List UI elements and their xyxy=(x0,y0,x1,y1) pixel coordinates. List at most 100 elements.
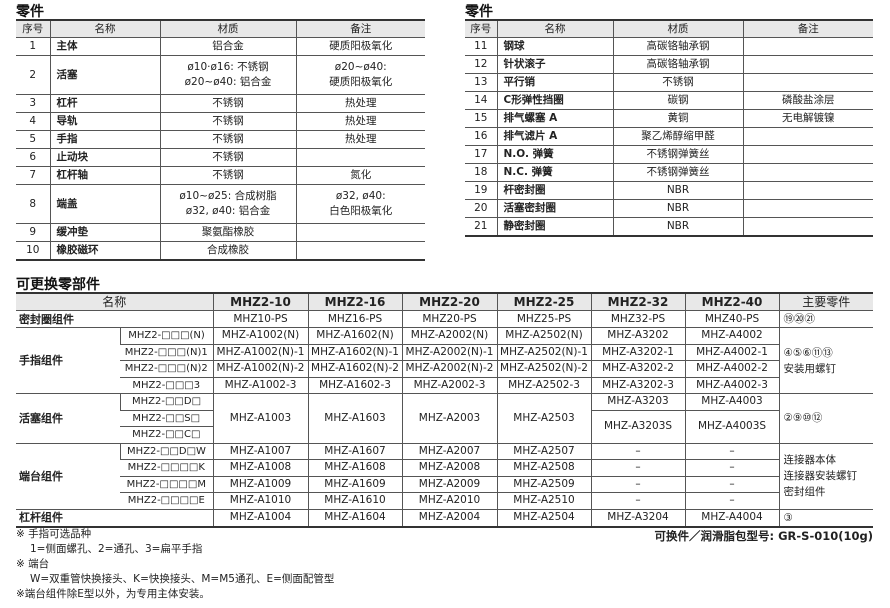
part-number: 9 xyxy=(16,223,50,242)
part-note xyxy=(742,163,873,182)
part-code: MHZ-A1609 xyxy=(307,476,403,493)
part-code: MHZ-A2007 xyxy=(401,443,498,460)
grease-pack-note: 可换件／润滑脂包型号: GR-S-010(10g) xyxy=(654,529,873,543)
main-parts: ④⑤⑥⑪⑬ 安装用螺钉 xyxy=(778,327,874,394)
part-number: 8 xyxy=(16,184,50,224)
note-finger-options-detail: 1=侧面螺孔、2=通孔、3=扁平手指 xyxy=(30,543,203,555)
part-number: 1 xyxy=(16,37,50,56)
row-piston-assembly: MHZ2-□□S□ MHZ-A3203S MHZ-A4003S xyxy=(16,410,873,444)
part-material: 聚乙烯醇缩甲醛 xyxy=(612,127,743,146)
part-code: MHZ-A1002(N)-1 xyxy=(212,344,309,361)
part-name: 排气螺塞 A xyxy=(496,109,613,128)
main-parts: 连接器本体 连接器安装螺钉 密封组件 xyxy=(778,443,874,510)
table-row: 19 杆密封圈 NBR xyxy=(465,181,873,200)
part-code: MHZ-A1009 xyxy=(212,476,309,493)
part-code: MHZ-A4002-1 xyxy=(684,344,780,361)
part-code: MHZ-A1602(N)-1 xyxy=(307,344,403,361)
part-material: 高碳铬轴承钢 xyxy=(612,55,743,74)
part-material: NBR xyxy=(612,199,743,218)
part-code: – xyxy=(590,443,686,460)
table-row: 21 静密封圈 NBR xyxy=(465,217,873,237)
main-parts: ②⑨⑩⑫ xyxy=(778,393,874,444)
header-note: 备注 xyxy=(742,19,873,38)
header-row: 序号 名称 材质 备注 xyxy=(465,19,873,38)
part-code: MHZ-A2002(N) xyxy=(401,327,498,345)
part-number: 5 xyxy=(16,130,50,149)
part-code: MHZ-A1004 xyxy=(212,509,309,528)
part-note: ø32, ø40: 白色阳极氧化 xyxy=(295,184,425,224)
part-code: MHZ-A4004 xyxy=(684,509,780,528)
table-row: 8 端盖 ø10~ø25: 合成树脂 ø32, ø40: 铝合金 ø32, ø40: … xyxy=(16,184,425,224)
part-note xyxy=(742,127,873,146)
table-row: 13 平行销 不锈钢 xyxy=(465,73,873,92)
part-code: MHZ-A1608 xyxy=(307,459,403,477)
part-material: 高碳铬轴承钢 xyxy=(612,37,743,56)
part-code: MHZ-A2502(N)-1 xyxy=(496,344,592,361)
part-number: 4 xyxy=(16,112,50,131)
part-code: – xyxy=(590,476,686,493)
model-variant: MHZ2-□□□(N)1 xyxy=(120,344,214,361)
part-number: 17 xyxy=(465,145,497,164)
part-name: 缓冲垫 xyxy=(49,223,160,242)
part-code: MHZ-A2002-3 xyxy=(401,377,498,394)
part-note xyxy=(742,73,873,92)
part-material: 不锈钢 xyxy=(159,166,296,185)
parts-left-title: 零件 xyxy=(16,4,44,20)
table-row: 10 橡胶磁环 合成橡胶 xyxy=(16,241,425,261)
part-number: 3 xyxy=(16,94,50,113)
part-note xyxy=(295,223,425,242)
part-code: MHZ20-PS xyxy=(401,310,498,328)
table-row: 12 针状滚子 高碳铬轴承钢 xyxy=(465,55,873,74)
part-code: MHZ-A3203S xyxy=(590,410,686,444)
part-number: 21 xyxy=(465,217,497,237)
part-code: MHZ-A2508 xyxy=(496,459,592,477)
part-note xyxy=(295,241,425,261)
row-end-port-assembly: MHZ2-□□□□M MHZ-A1009 MHZ-A1609 MHZ-A2009 MHZ… xyxy=(16,476,873,493)
part-material: NBR xyxy=(612,181,743,200)
part-code: MHZ40-PS xyxy=(684,310,780,328)
part-material: ø10~ø25: 合成树脂 ø32, ø40: 铝合金 xyxy=(159,184,296,224)
model-variant: MHZ2-□□D□W xyxy=(119,443,214,460)
part-material: NBR xyxy=(612,217,743,237)
piston-assembly-name: 活塞组件 xyxy=(16,393,120,444)
model-variant: MHZ2-□□□□M xyxy=(120,476,214,493)
part-name: 止动块 xyxy=(49,148,160,167)
part-material: ø10·ø16: 不锈钢 ø20~ø40: 铝合金 xyxy=(159,55,296,95)
part-name: 静密封圈 xyxy=(496,217,613,237)
part-number: 12 xyxy=(465,55,497,74)
part-code: MHZ-A2002(N)-1 xyxy=(401,344,498,361)
part-code: MHZ-A3202-3 xyxy=(590,377,686,394)
part-name: 手指 xyxy=(49,130,160,149)
part-code: MHZ-A1002(N) xyxy=(212,327,309,345)
lever-assembly-name: 杠杆组件 xyxy=(16,509,214,528)
model-variant: MHZ2-□□□(N) xyxy=(119,327,214,345)
part-code: MHZ-A3202 xyxy=(590,327,686,345)
part-number: 14 xyxy=(465,91,497,110)
part-name: 导轨 xyxy=(49,112,160,131)
table-row: 11 钢球 高碳铬轴承钢 xyxy=(465,37,873,56)
part-code: MHZ-A2510 xyxy=(496,492,592,510)
part-code: MHZ-A3202-1 xyxy=(590,344,686,361)
parts-right-title: 零件 xyxy=(465,4,493,20)
parts-table-left: 序号 名称 材质 备注 1 主体 铝合金 硬质阳极氧化 2 活塞 ø10·ø16: 不锈钢 ø20~… xyxy=(16,19,425,261)
part-note: 硬质阳极氧化 xyxy=(295,37,425,56)
part-code: – xyxy=(684,459,780,477)
part-code: MHZ-A4002-3 xyxy=(684,377,780,394)
model-variant: MHZ2-□□□3 xyxy=(120,377,214,394)
part-code: MHZ-A3204 xyxy=(590,509,686,528)
part-note xyxy=(742,145,873,164)
part-code: MHZ-A1002-3 xyxy=(212,377,309,394)
seal-kit-name: 密封圈组件 xyxy=(16,310,214,328)
part-code: MHZ-A1607 xyxy=(307,443,403,460)
part-name: 橡胶磁环 xyxy=(49,241,160,261)
part-material: 碳钢 xyxy=(612,91,743,110)
part-code: MHZ-A1603 xyxy=(307,393,403,444)
part-code: MHZ-A1602(N)-2 xyxy=(307,360,403,378)
part-material: 铝合金 xyxy=(159,37,296,56)
header-model: MHZ2-16 xyxy=(307,292,403,311)
part-material: 黄铜 xyxy=(612,109,743,128)
model-variant: MHZ2-□□□(N)2 xyxy=(120,360,214,378)
part-code: – xyxy=(684,492,780,510)
part-code: MHZ-A2504 xyxy=(496,509,592,528)
part-code: MHZ-A3202-2 xyxy=(590,360,686,378)
